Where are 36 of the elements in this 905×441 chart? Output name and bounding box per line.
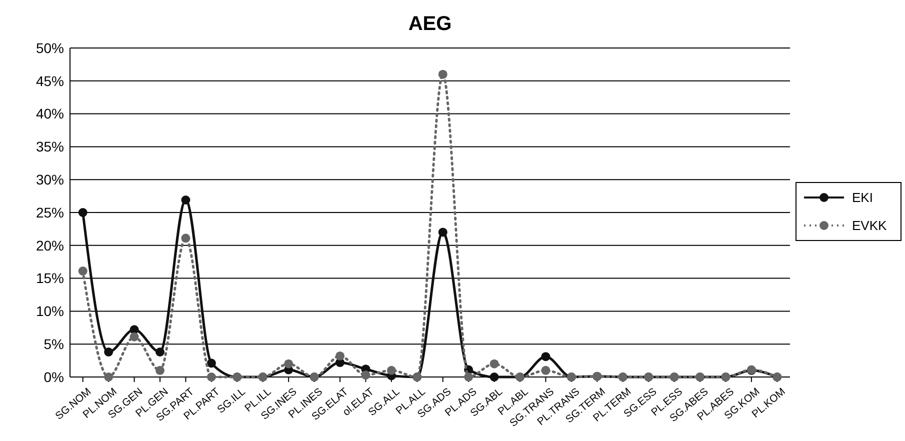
y-tick-label: 10% — [36, 303, 64, 320]
point — [541, 366, 550, 375]
point — [78, 266, 88, 276]
point — [438, 228, 448, 237]
point — [156, 347, 164, 356]
point — [284, 359, 294, 368]
point — [438, 70, 448, 79]
chart-title: AEG — [408, 13, 452, 35]
point — [156, 366, 164, 375]
y-tick-label: 30% — [36, 172, 64, 188]
point — [181, 234, 190, 243]
y-tick-label: 50% — [36, 40, 64, 56]
point — [181, 196, 190, 204]
point — [541, 352, 550, 362]
point — [104, 372, 114, 382]
point — [206, 372, 216, 382]
point — [206, 358, 216, 368]
point — [386, 366, 396, 375]
legend-label: EVKK — [852, 218, 888, 234]
point — [464, 372, 474, 382]
y-tick-label: 35% — [36, 138, 64, 155]
y-tick-label: 0% — [44, 368, 64, 385]
point — [78, 208, 88, 217]
point — [130, 332, 139, 342]
point — [104, 347, 114, 356]
y-tick-label: 20% — [36, 237, 64, 254]
point — [490, 372, 499, 382]
y-tick-label: 45% — [36, 72, 64, 89]
y-tick-label: 5% — [44, 336, 64, 352]
legend-label: EKI — [852, 190, 873, 206]
y-tick-label: 15% — [36, 270, 64, 286]
point — [490, 359, 499, 368]
point — [361, 370, 370, 380]
point — [336, 351, 344, 360]
y-tick-label: 25% — [36, 204, 64, 220]
y-tick-label: 40% — [36, 106, 64, 122]
